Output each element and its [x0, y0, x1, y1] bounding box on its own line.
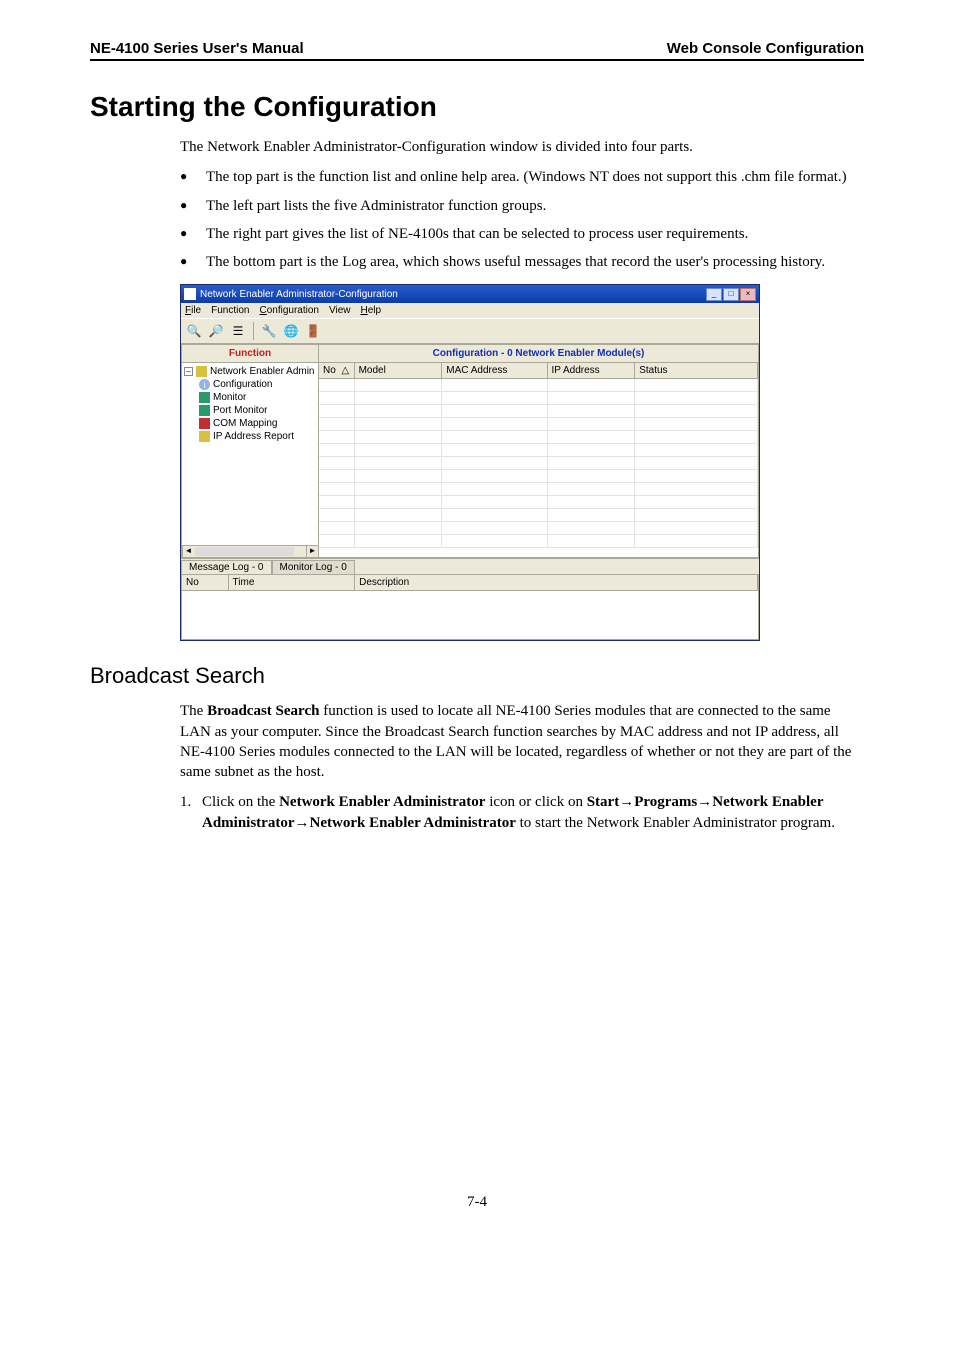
- bullet-list: The top part is the function list and on…: [180, 167, 864, 272]
- tab-message-log[interactable]: Message Log - 0: [181, 560, 272, 574]
- folder-icon: [196, 366, 207, 377]
- col-no[interactable]: No △: [319, 363, 354, 379]
- collapse-toggle[interactable]: –: [184, 367, 193, 376]
- log-col-desc[interactable]: Description: [355, 575, 758, 591]
- port-monitor-icon: [199, 405, 210, 416]
- table-row: [319, 392, 758, 405]
- table-row: [319, 522, 758, 535]
- bullet-item: The top part is the function list and on…: [180, 167, 864, 187]
- toolbar-separator: [253, 322, 254, 340]
- horizontal-scrollbar[interactable]: ◄ ►: [182, 545, 318, 557]
- app-window: Network Enabler Administrator-Configurat…: [180, 284, 760, 641]
- web-icon[interactable]: 🌐: [282, 322, 300, 340]
- function-panel: Function – Network Enabler Admin iConfig…: [181, 344, 319, 558]
- tree-label: Port Monitor: [213, 405, 267, 416]
- log-grid[interactable]: No Time Description: [181, 574, 759, 640]
- grid-body: [319, 379, 758, 548]
- step-1: Click on the Network Enabler Administrat…: [180, 792, 864, 834]
- tree-item[interactable]: COM Mapping: [184, 417, 316, 430]
- tree-item[interactable]: iConfiguration: [184, 378, 316, 391]
- tree-root-label: Network Enabler Admin: [210, 366, 315, 377]
- tab-monitor-log[interactable]: Monitor Log - 0: [272, 560, 355, 574]
- table-row: [319, 457, 758, 470]
- tree-item[interactable]: Monitor: [184, 391, 316, 404]
- menu-view[interactable]: View: [329, 305, 351, 316]
- toolbar: 🔍 🔎 ☰ 🔧 🌐 🚪: [181, 318, 759, 344]
- tree-label: IP Address Report: [213, 431, 294, 442]
- menu-help[interactable]: Help: [360, 305, 381, 316]
- section-intro: The Network Enabler Administrator-Config…: [180, 137, 864, 157]
- table-row: [319, 418, 758, 431]
- grid-header-row: No △ Model MAC Address IP Address Status: [319, 363, 758, 379]
- config-icon[interactable]: 🔧: [260, 322, 278, 340]
- page-header: NE-4100 Series User's Manual Web Console…: [90, 40, 864, 61]
- tree-label: Configuration: [213, 379, 272, 390]
- maximize-button[interactable]: □: [723, 288, 739, 301]
- table-row: [319, 470, 758, 483]
- menu-function[interactable]: Function: [211, 305, 249, 316]
- function-tree[interactable]: – Network Enabler Admin iConfiguration M…: [182, 363, 318, 545]
- broadcast-paragraph: The Broadcast Search function is used to…: [180, 701, 864, 782]
- tree-label: COM Mapping: [213, 418, 277, 429]
- tree-item[interactable]: Port Monitor: [184, 404, 316, 417]
- header-right: Web Console Configuration: [667, 40, 864, 57]
- device-grid[interactable]: No △ Model MAC Address IP Address Status: [319, 363, 759, 558]
- table-row: [319, 496, 758, 509]
- scroll-thumb[interactable]: [195, 547, 294, 556]
- header-left: NE-4100 Series User's Manual: [90, 40, 304, 57]
- menu-file[interactable]: File: [185, 305, 201, 316]
- locate-icon[interactable]: 🔎: [207, 322, 225, 340]
- col-model[interactable]: Model: [354, 363, 442, 379]
- scroll-right-arrow[interactable]: ►: [306, 546, 318, 557]
- scroll-left-arrow[interactable]: ◄: [182, 546, 194, 557]
- col-mac[interactable]: MAC Address: [442, 363, 547, 379]
- table-row: [319, 405, 758, 418]
- titlebar[interactable]: Network Enabler Administrator-Configurat…: [181, 285, 759, 303]
- bullet-item: The left part lists the five Administrat…: [180, 196, 864, 216]
- log-area: Message Log - 0 Monitor Log - 0 No Time …: [181, 558, 759, 640]
- window-title: Network Enabler Administrator-Configurat…: [200, 289, 706, 300]
- tree-label: Monitor: [213, 392, 246, 403]
- close-button[interactable]: ×: [740, 288, 756, 301]
- com-mapping-icon: [199, 418, 210, 429]
- app-icon: [184, 288, 196, 300]
- table-row: [319, 535, 758, 548]
- menu-configuration[interactable]: Configuration: [259, 305, 319, 316]
- page-number: 7-4: [90, 1194, 864, 1211]
- bullet-item: The bottom part is the Log area, which s…: [180, 252, 864, 272]
- info-icon: i: [199, 379, 210, 390]
- minimize-button[interactable]: _: [706, 288, 722, 301]
- tree-root[interactable]: – Network Enabler Admin: [184, 365, 316, 378]
- exit-icon[interactable]: 🚪: [304, 322, 322, 340]
- section-title: Starting the Configuration: [90, 91, 864, 123]
- steps-list: Click on the Network Enabler Administrat…: [180, 792, 864, 834]
- table-row: [319, 444, 758, 457]
- menubar: File Function Configuration View Help: [181, 303, 759, 318]
- col-ip[interactable]: IP Address: [547, 363, 635, 379]
- bullet-item: The right part gives the list of NE-4100…: [180, 224, 864, 244]
- table-row: [319, 379, 758, 392]
- log-col-time[interactable]: Time: [228, 575, 355, 591]
- window-controls: _ □ ×: [706, 288, 756, 301]
- col-status[interactable]: Status: [635, 363, 758, 379]
- main-header: Configuration - 0 Network Enabler Module…: [319, 344, 759, 363]
- table-row: [319, 431, 758, 444]
- monitor-icon: [199, 392, 210, 403]
- next-icon[interactable]: ☰: [229, 322, 247, 340]
- log-tabs: Message Log - 0 Monitor Log - 0: [181, 559, 759, 574]
- subsection-title: Broadcast Search: [90, 663, 864, 689]
- search-icon[interactable]: 🔍: [185, 322, 203, 340]
- table-row: [319, 483, 758, 496]
- log-col-no[interactable]: No: [182, 575, 228, 591]
- tree-item[interactable]: IP Address Report: [184, 430, 316, 443]
- table-row: [319, 509, 758, 522]
- function-header: Function: [182, 345, 318, 363]
- ip-report-icon: [199, 431, 210, 442]
